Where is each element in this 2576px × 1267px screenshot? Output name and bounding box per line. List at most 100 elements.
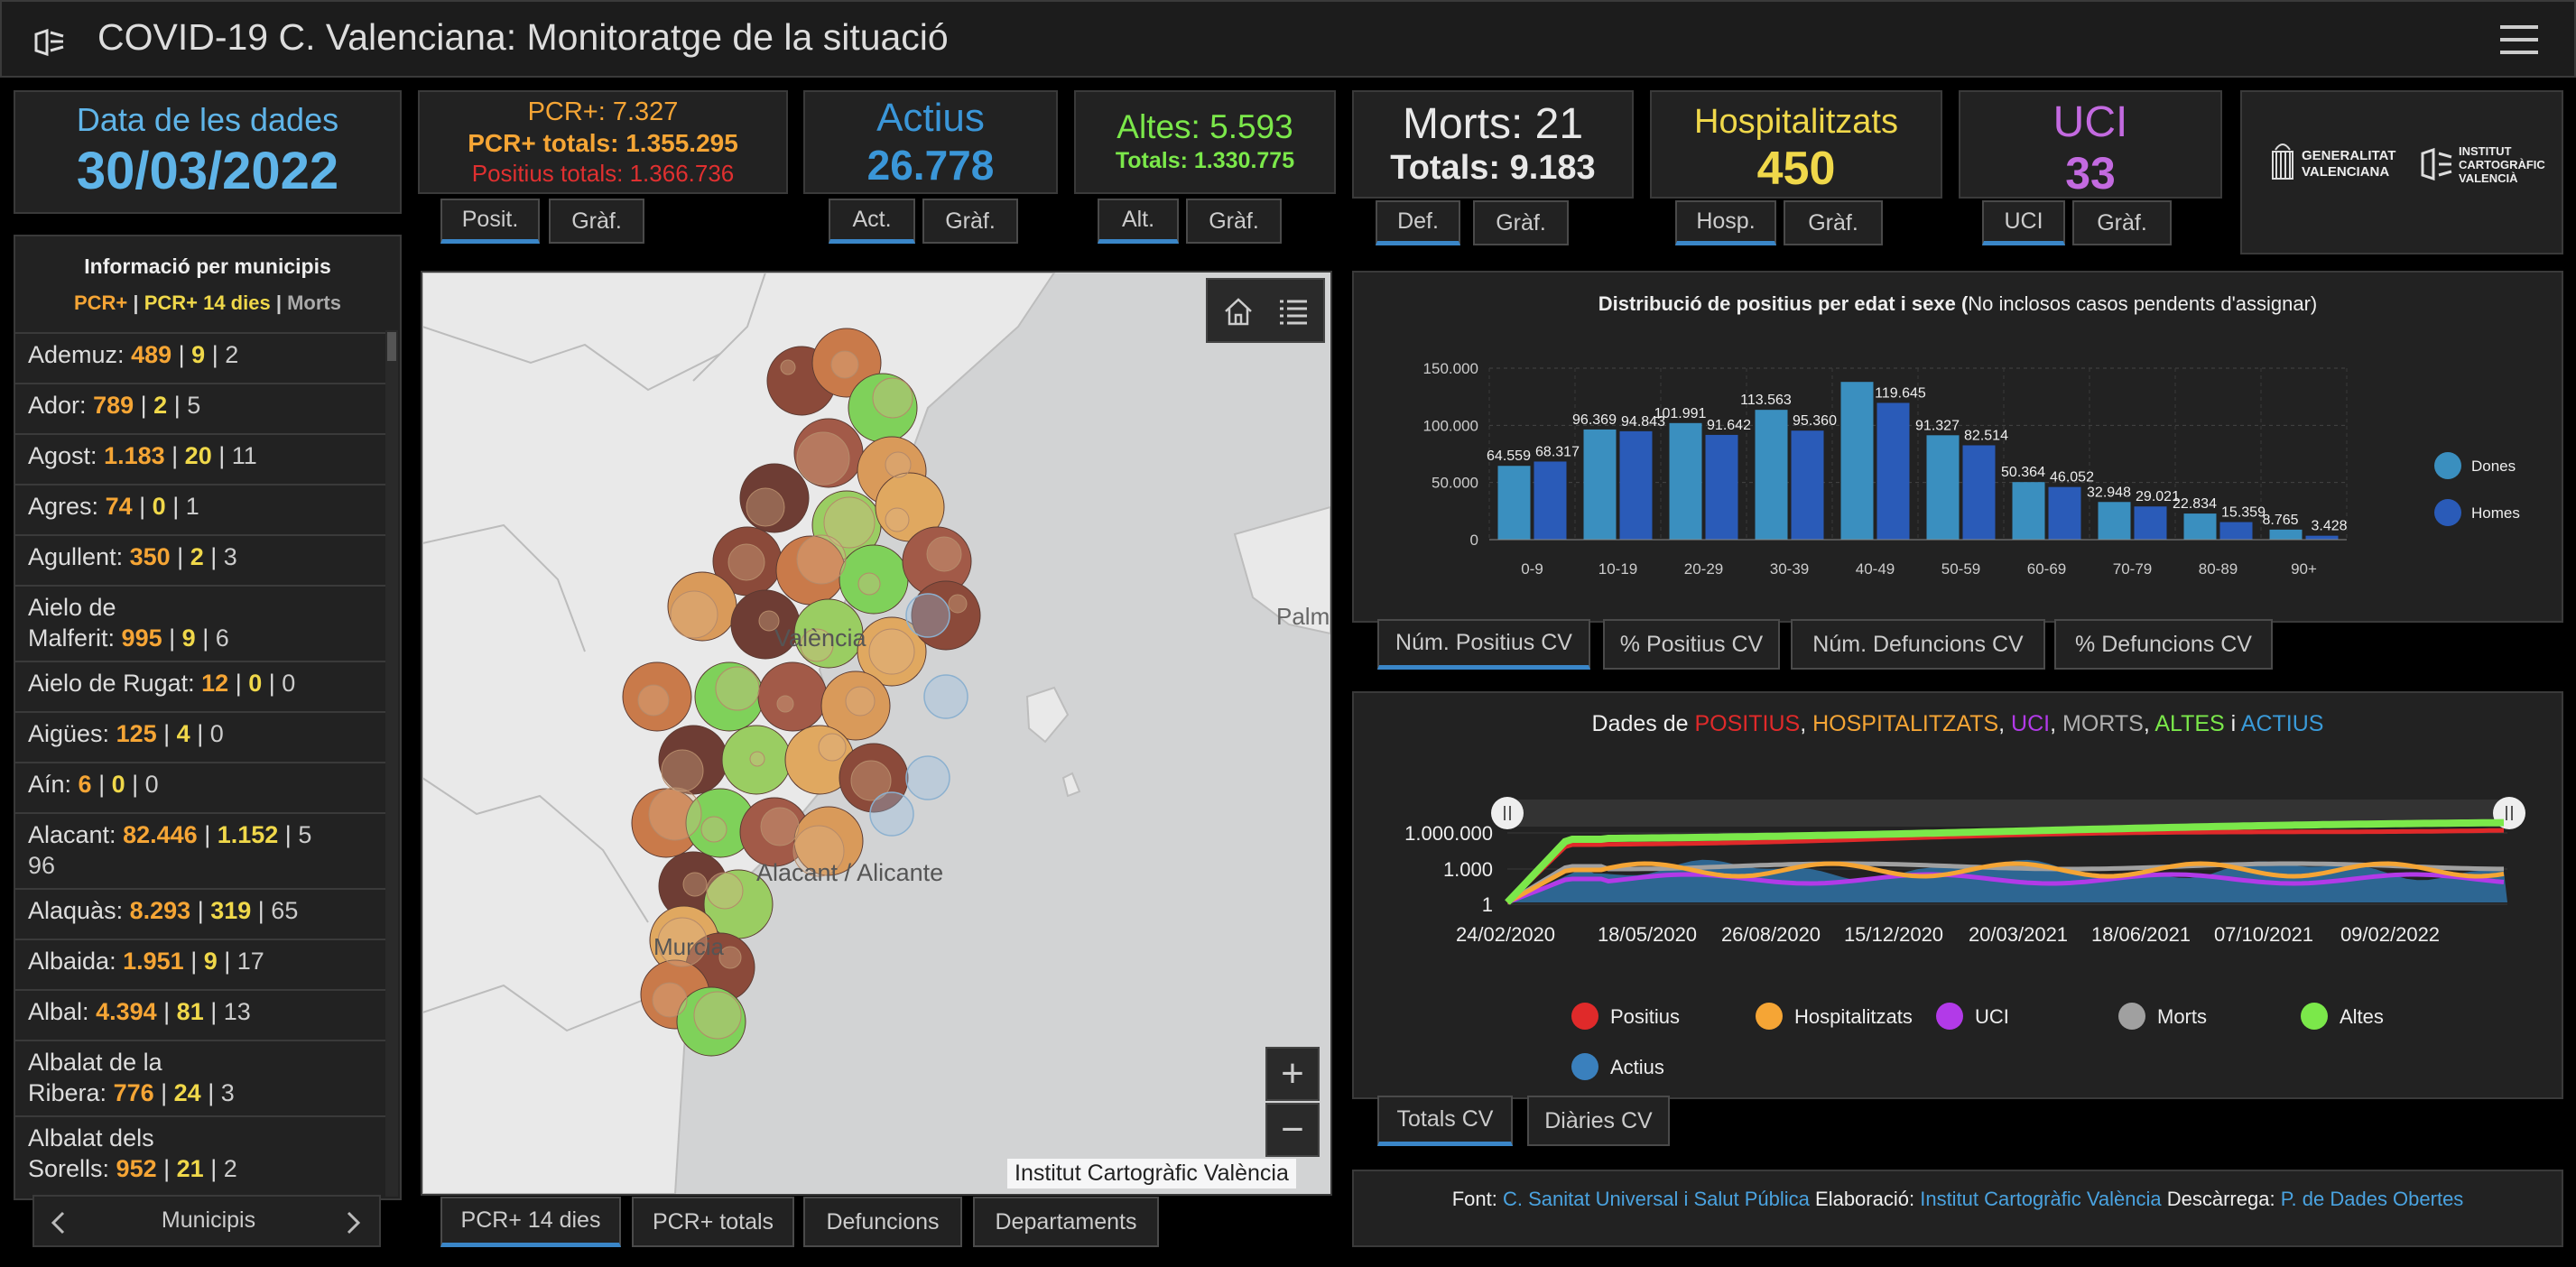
- municipi-row[interactable]: Albaida: 1.951 | 9 | 17: [15, 939, 385, 989]
- tab-actius[interactable]: Act.: [829, 199, 915, 244]
- pcr-circle: [706, 872, 744, 910]
- bar-ytick: 0: [1470, 532, 1478, 549]
- pcr-circle: [868, 628, 915, 675]
- municipi-row[interactable]: Alacant: 82.446 | 1.152 | 5 96: [15, 812, 385, 888]
- time-range-handle-start: [1491, 797, 1524, 829]
- bar-dones: [2012, 482, 2045, 540]
- tab-hospitalitzats-graf[interactable]: Gràf.: [1784, 200, 1883, 245]
- pcr-circle: [885, 451, 912, 478]
- municipis-scrollbar[interactable]: [385, 330, 398, 1197]
- tab-diaries-cv[interactable]: Diàries CV: [1527, 1096, 1670, 1146]
- tab-altes-graf[interactable]: Gràf.: [1186, 199, 1282, 244]
- zoom-in-button[interactable]: +: [1265, 1047, 1320, 1101]
- municipi-row[interactable]: Aín: 6 | 0 | 0: [15, 762, 385, 812]
- municipi-row[interactable]: Aielo de Rugat: 12 | 0 | 0: [15, 661, 385, 711]
- tab-uci[interactable]: UCI: [1982, 200, 2065, 245]
- footer-desc-link[interactable]: P. de Dades Obertes: [2280, 1188, 2464, 1210]
- tab-altes[interactable]: Alt.: [1098, 199, 1179, 244]
- map-label-valencia: València: [774, 624, 866, 652]
- municipi-row[interactable]: Agres: 74 | 0 | 1: [15, 484, 385, 534]
- pcr-daily: PCR+: 7.327: [527, 97, 679, 126]
- gv-logo-line2: VALENCIANA: [2302, 164, 2390, 180]
- pcr-circle: [670, 590, 718, 639]
- bar-homes: [2219, 522, 2253, 540]
- pcr-circle: [818, 733, 847, 762]
- actius-label: Actius: [876, 96, 985, 140]
- tab-totals-cv[interactable]: Totals CV: [1377, 1096, 1513, 1146]
- bar-homes: [1534, 461, 1567, 540]
- time-xtick: 09/02/2022: [2340, 923, 2440, 946]
- bar-data-label: 15.359: [2221, 505, 2266, 521]
- list-icon[interactable]: [1278, 296, 1309, 327]
- tab-map-pcr14[interactable]: PCR+ 14 dies: [440, 1197, 621, 1247]
- series-hospitalitzats-line: [1506, 861, 2505, 905]
- chevron-left-icon[interactable]: [51, 1211, 65, 1235]
- actius-box: Actius 26.778: [803, 90, 1058, 194]
- pcr-circle: [693, 991, 742, 1040]
- tab-pct-defuncions[interactable]: % Defuncions CV: [2054, 619, 2273, 670]
- municipi-row[interactable]: Agullent: 350 | 2 | 3: [15, 534, 385, 585]
- chevron-right-icon[interactable]: [347, 1211, 361, 1235]
- legend-swatch-uci: [1936, 1003, 1963, 1030]
- bar-xtick: 20-29: [1684, 560, 1723, 578]
- bar-data-label: 95.360: [1793, 413, 1837, 429]
- municipi-row[interactable]: Ador: 789 | 2 | 5: [15, 383, 385, 433]
- tab-hospitalitzats[interactable]: Hosp.: [1675, 200, 1776, 245]
- morts-daily: Morts: 21: [1402, 100, 1584, 148]
- tab-defuncions[interactable]: Def.: [1376, 200, 1460, 245]
- map-view[interactable]: València Alacant / Alicante Murcia Palm …: [421, 271, 1332, 1196]
- legend-label-homes: Homes: [2471, 504, 2520, 522]
- tab-num-defuncions[interactable]: Núm. Defuncions CV: [1791, 619, 2045, 670]
- tab-actius-graf[interactable]: Gràf.: [922, 199, 1018, 244]
- municipi-row[interactable]: Albalat dels Sorells: 952 | 21 | 2: [15, 1115, 385, 1191]
- tab-map-departaments[interactable]: Departaments: [973, 1197, 1159, 1247]
- time-xtick: 26/08/2020: [1721, 923, 1821, 946]
- tab-defuncions-graf[interactable]: Gràf.: [1473, 200, 1569, 245]
- pcr-circle: [780, 359, 796, 375]
- pcr-circle: [823, 496, 876, 549]
- municipis-panel: Informació per municipis PCR+ | PCR+ 14 …: [14, 235, 402, 1200]
- home-icon[interactable]: [1222, 296, 1255, 327]
- hamburger-menu-icon[interactable]: [2500, 23, 2538, 56]
- tab-map-defuncions[interactable]: Defuncions: [803, 1197, 962, 1247]
- pcr-circle: [923, 674, 968, 719]
- legend-swatch-positius: [1571, 1003, 1598, 1030]
- pcr-circle: [845, 686, 876, 717]
- bar-dones: [2183, 513, 2217, 540]
- pcr-circle: [661, 749, 704, 792]
- footer-desc-label: Descàrrega:: [2166, 1188, 2275, 1210]
- municipi-row[interactable]: Ademuz: 489 | 9 | 2: [15, 332, 385, 383]
- footer-font-label: Font:: [1451, 1188, 1497, 1210]
- date-value: 30/03/2022: [76, 142, 339, 200]
- time-xtick: 24/02/2020: [1456, 923, 1555, 946]
- pcr-circle: [796, 534, 847, 585]
- footer-font-link[interactable]: C. Sanitat Universal i Salut Pública: [1502, 1188, 1810, 1210]
- pcr-circle: [746, 487, 785, 527]
- bar-ytick: 50.000: [1432, 475, 1478, 492]
- municipi-row[interactable]: Aielo de Malferit: 995 | 9 | 6: [15, 585, 385, 661]
- hosp-value: 450: [1756, 143, 1836, 195]
- tab-num-positius[interactable]: Núm. Positius CV: [1377, 619, 1590, 670]
- bar-data-label: 29.021: [2136, 489, 2180, 504]
- municipi-row[interactable]: Agost: 1.183 | 20 | 11: [15, 433, 385, 484]
- time-ytick: 1: [1482, 893, 1493, 916]
- time-series-chart: 1.000.000 1.000 1 24/02/2020 18/05/2020 26/08…: [1404, 797, 2525, 1080]
- tab-positius-graf[interactable]: Gràf.: [549, 199, 644, 244]
- municipality-region: [757, 661, 828, 732]
- map-canvas[interactable]: [422, 273, 1330, 1194]
- bar-dones: [1497, 466, 1531, 540]
- municipi-row[interactable]: Albalat de la Ribera: 776 | 24 | 3: [15, 1040, 385, 1115]
- tab-map-pcr-totals[interactable]: PCR+ totals: [632, 1197, 794, 1247]
- tab-uci-graf[interactable]: Gràf.: [2072, 200, 2172, 245]
- tab-positius[interactable]: Posit.: [440, 199, 540, 244]
- sources-footer: Font: C. Sanitat Universal i Salut Públi…: [1352, 1170, 2563, 1247]
- municipi-row[interactable]: Alaquàs: 8.293 | 319 | 65: [15, 888, 385, 939]
- zoom-out-button[interactable]: −: [1265, 1103, 1320, 1157]
- municipi-row[interactable]: Aigües: 125 | 4 | 0: [15, 711, 385, 762]
- uci-value: 33: [2065, 148, 2116, 199]
- footer-elab-link[interactable]: Institut Cartogràfic València: [1920, 1188, 2162, 1210]
- legend-label-actius: Actius: [1610, 1056, 1664, 1078]
- date-label: Data de les dades: [76, 101, 339, 138]
- municipi-row[interactable]: Albal: 4.394 | 81 | 13: [15, 989, 385, 1040]
- tab-pct-positius[interactable]: % Positius CV: [1603, 619, 1780, 670]
